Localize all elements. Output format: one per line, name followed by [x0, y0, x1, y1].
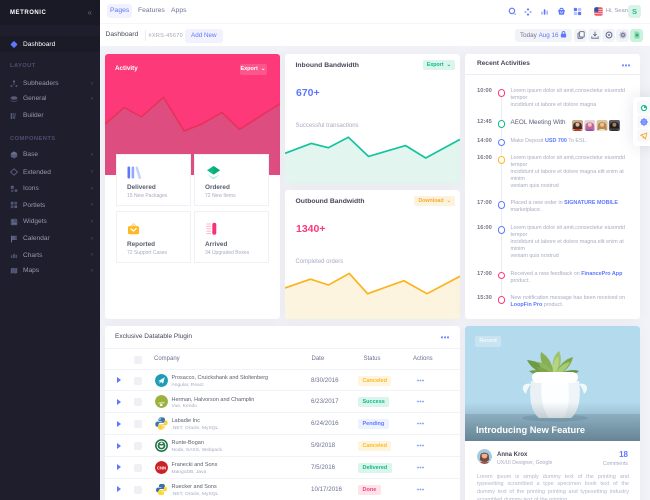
svg-text:CNN: CNN: [157, 465, 166, 470]
